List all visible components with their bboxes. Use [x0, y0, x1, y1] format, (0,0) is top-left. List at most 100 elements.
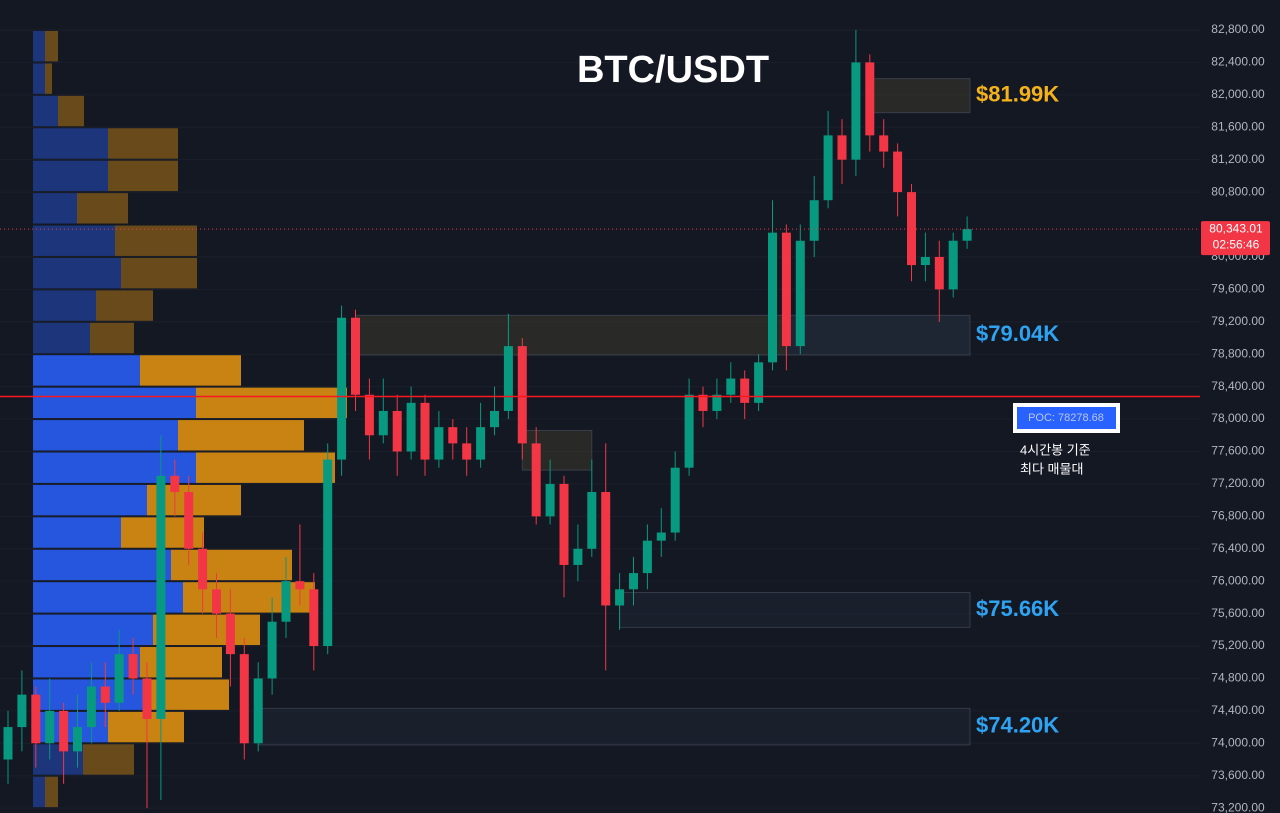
profile-buy-bar — [33, 614, 153, 646]
profile-buy-bar — [33, 30, 45, 62]
profile-sell-bar — [45, 63, 52, 94]
zone-label: $74.20K — [976, 712, 1059, 737]
price-axis: 73,200.00 73,600.00 74,000.00 74,400.00 74,8… — [1200, 0, 1280, 813]
profile-buy-bar — [33, 95, 58, 127]
candle-body — [823, 135, 833, 201]
zone-label: $79.04K — [976, 321, 1059, 346]
candle-body — [712, 394, 722, 411]
zone-label: $75.66K — [976, 596, 1059, 621]
candle-body — [73, 727, 82, 752]
profile-sell-bar — [108, 160, 178, 192]
candle-body — [100, 686, 110, 703]
zone — [619, 592, 971, 628]
candle-body — [587, 492, 597, 549]
profile-sell-bar — [115, 225, 197, 256]
candle-body — [114, 654, 124, 703]
y-tick-label: 77,200.00 — [1211, 476, 1265, 490]
profile-buy-bar — [33, 193, 77, 224]
profile-buy-bar — [33, 290, 96, 321]
candle-body — [531, 443, 541, 517]
y-tick-label: 74,800.00 — [1211, 671, 1265, 685]
candle-body — [351, 317, 360, 395]
candle-body — [142, 678, 152, 719]
candle-body — [184, 492, 194, 549]
y-tick-label: 77,600.00 — [1211, 444, 1265, 458]
y-tick-label: 75,600.00 — [1211, 606, 1265, 620]
axis-background — [1200, 0, 1280, 813]
y-tick-label: 79,200.00 — [1211, 314, 1265, 328]
chart-title: BTC/USDT — [577, 49, 769, 91]
profile-sell-bar — [108, 128, 178, 159]
candle-body — [239, 654, 249, 744]
candle-body — [726, 378, 736, 395]
candle-body — [267, 621, 277, 679]
y-tick-label: 79,600.00 — [1211, 282, 1265, 296]
candle-body — [31, 694, 41, 744]
poc-box-inner — [1017, 407, 1116, 429]
candle-body — [156, 475, 166, 719]
profile-buy-bar — [33, 355, 140, 386]
zone — [355, 314, 787, 356]
profile-buy-bar — [33, 387, 196, 419]
profile-sell-bar — [140, 355, 241, 386]
candle-body — [434, 427, 444, 460]
profile-buy-bar — [33, 517, 121, 548]
annotation: 최다 매물대 — [1020, 461, 1083, 476]
candle-body — [448, 427, 458, 444]
candle-body — [740, 378, 750, 403]
candle-body — [420, 402, 430, 460]
candle-body — [323, 459, 333, 647]
profile-sell-bar — [96, 290, 153, 321]
y-tick-label: 73,200.00 — [1211, 800, 1265, 813]
candle-body — [948, 240, 958, 290]
profile-buy-bar — [33, 322, 90, 354]
profile-buy-bar — [33, 160, 108, 192]
candle-body — [698, 394, 708, 411]
profile-buy-bar — [33, 711, 108, 743]
zone — [869, 78, 971, 114]
y-tick-label: 78,000.00 — [1211, 411, 1265, 425]
candle-body — [865, 62, 875, 136]
candle-body — [893, 151, 903, 193]
candle-body — [809, 200, 819, 241]
candle-body — [768, 232, 777, 363]
candle-body — [476, 427, 486, 460]
candle-body — [573, 548, 583, 565]
profile-sell-bar — [196, 387, 347, 419]
price-tag-countdown: 02:56:46 — [1213, 237, 1260, 251]
y-tick-label: 80,800.00 — [1211, 184, 1265, 198]
candle-body — [615, 589, 625, 606]
profile-sell-bar — [90, 322, 134, 354]
candle-body — [851, 62, 861, 160]
profile-buy-bar — [33, 549, 171, 581]
candle-body — [406, 402, 416, 452]
candle-body — [462, 443, 472, 460]
y-tick-label: 74,400.00 — [1211, 703, 1265, 717]
candle-body — [128, 654, 138, 679]
candle-body — [781, 232, 791, 347]
profile-sell-bar — [153, 614, 260, 646]
candle-body — [3, 727, 13, 760]
profile-buy-bar — [33, 776, 45, 808]
profile-buy-bar — [33, 420, 178, 451]
profile-sell-bar — [77, 193, 128, 224]
zones: $81.99K $79.04K $75.66K $74.20K — [257, 78, 1059, 746]
candle-body — [754, 362, 764, 403]
candle-body — [59, 710, 69, 752]
profile-sell-bar — [83, 744, 134, 775]
candle-body — [364, 394, 374, 436]
candle-body — [837, 135, 847, 160]
y-tick-label: 76,800.00 — [1211, 509, 1265, 523]
candle-body — [629, 573, 638, 590]
candle-body — [503, 346, 513, 411]
y-tick-label: 82,000.00 — [1211, 87, 1265, 101]
candle-body — [378, 410, 388, 436]
profile-buy-bar — [33, 257, 121, 289]
candle-body — [281, 581, 291, 622]
candle-body — [920, 256, 930, 266]
candle-body — [253, 678, 263, 744]
profile-sell-bar — [178, 420, 304, 451]
candle-body — [392, 410, 402, 452]
profile-sell-bar — [58, 95, 84, 127]
